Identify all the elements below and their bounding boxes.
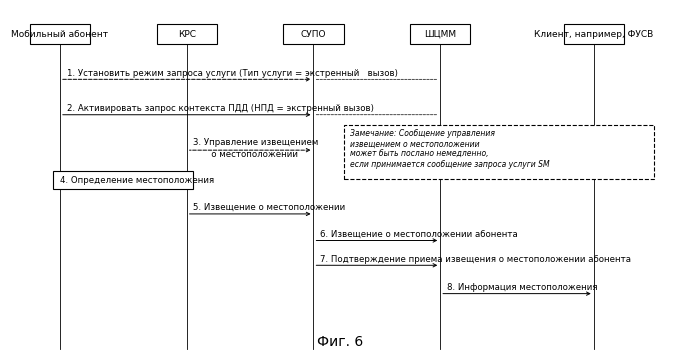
FancyBboxPatch shape — [157, 24, 217, 44]
Text: 7. Подтверждение приема извещения о местоположении абонента: 7. Подтверждение приема извещения о мест… — [320, 255, 631, 263]
Text: 6. Извещение о местоположении абонента: 6. Извещение о местоположении абонента — [320, 230, 518, 239]
Text: 5. Извещение о местоположении: 5. Извещение о местоположении — [194, 203, 345, 212]
Text: о местоположении: о местоположении — [203, 150, 298, 159]
Text: Клиент, например, ФУСВ: Клиент, например, ФУСВ — [534, 30, 654, 39]
Text: СУПО: СУПО — [301, 30, 326, 39]
Text: 3. Управление извещением: 3. Управление извещением — [194, 137, 319, 147]
FancyBboxPatch shape — [563, 24, 624, 44]
FancyBboxPatch shape — [30, 24, 90, 44]
Text: Фиг. 6: Фиг. 6 — [317, 335, 363, 348]
Text: ШЦММ: ШЦММ — [424, 30, 456, 39]
FancyBboxPatch shape — [53, 171, 194, 189]
Text: 2. Активировать запрос контекста ПДД (НПД = экстренный вызов): 2. Активировать запрос контекста ПДД (НП… — [66, 104, 373, 113]
Text: Мобильный абонент: Мобильный абонент — [11, 30, 108, 39]
FancyBboxPatch shape — [343, 125, 654, 178]
Text: 1. Установить режим запроса услуги (Тип услуги = экстренный   вызов): 1. Установить режим запроса услуги (Тип … — [66, 69, 398, 77]
Text: 4. Определение местоположения: 4. Определение местоположения — [60, 176, 214, 185]
Text: КРС: КРС — [178, 30, 196, 39]
Text: Замечание: Сообщение управления
извещением о местоположении
может быть послано н: Замечание: Сообщение управления извещени… — [350, 129, 550, 169]
FancyBboxPatch shape — [410, 24, 470, 44]
FancyBboxPatch shape — [284, 24, 343, 44]
Text: 8. Информация местоположения: 8. Информация местоположения — [447, 283, 598, 292]
